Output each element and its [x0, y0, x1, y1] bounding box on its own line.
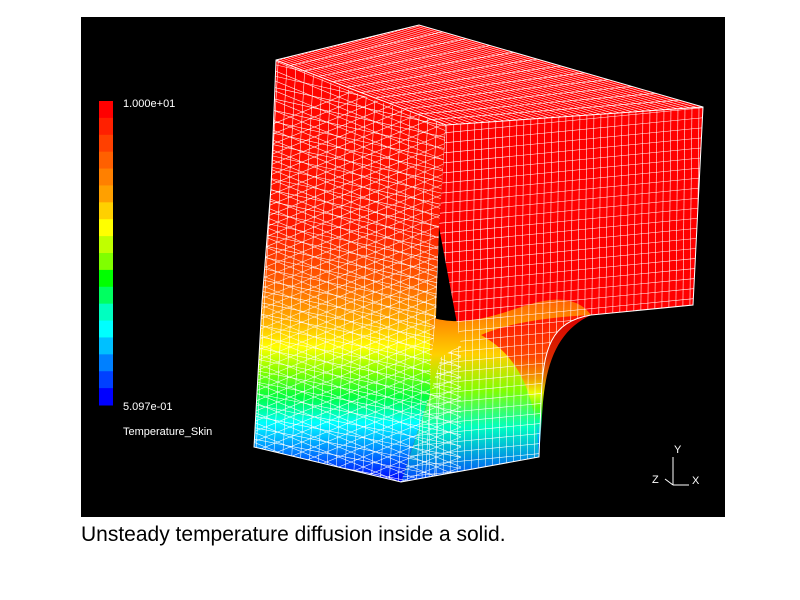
legend-color-swatch — [99, 253, 113, 271]
mesh-front — [254, 60, 462, 482]
model-ridge-edge — [275, 59, 704, 126]
legend-color-swatch — [99, 286, 113, 305]
legend-color-swatch — [99, 168, 113, 186]
legend-color-swatch — [99, 320, 113, 338]
legend-color-swatch — [99, 269, 113, 288]
model-front-face — [254, 60, 446, 482]
render-viewport[interactable]: 1.000e+01 5.097e-01 Temperature_Skin — [81, 17, 725, 517]
legend-color-swatch — [99, 151, 113, 170]
legend-color-swatch — [99, 134, 113, 153]
axis-triad — [664, 457, 689, 486]
legend-color-swatch — [99, 219, 113, 237]
scene-svg: 1.000e+01 5.097e-01 Temperature_Skin — [99, 24, 711, 517]
legend-variable-label: Temperature_Skin — [123, 426, 212, 438]
legend-color-swatch — [99, 101, 113, 119]
legend-color-swatch — [99, 337, 113, 355]
legend-color-swatch — [99, 202, 113, 220]
legend-color-swatch — [99, 236, 113, 254]
solid-model[interactable] — [236, 24, 711, 517]
legend-colorbar — [99, 101, 113, 406]
legend-color-swatch — [99, 388, 113, 406]
axis-y-label: Y — [674, 444, 682, 456]
legend-max-label: 1.000e+01 — [123, 98, 175, 110]
legend-min-label: 5.097e-01 — [123, 401, 173, 413]
axis-z-label: Z — [652, 474, 659, 486]
axis-x-label: X — [692, 475, 700, 487]
axis-z-line — [664, 478, 674, 486]
figure-caption: Unsteady temperature diffusion inside a … — [81, 523, 506, 546]
legend-color-swatch — [99, 117, 113, 136]
model-outline — [253, 24, 704, 483]
legend-color-swatch — [99, 371, 113, 389]
legend-color-swatch — [99, 303, 113, 322]
mesh-top — [279, 25, 697, 125]
model-fillet-surface — [481, 315, 591, 457]
legend-color-swatch — [99, 185, 113, 203]
legend-color-swatch — [99, 354, 113, 372]
